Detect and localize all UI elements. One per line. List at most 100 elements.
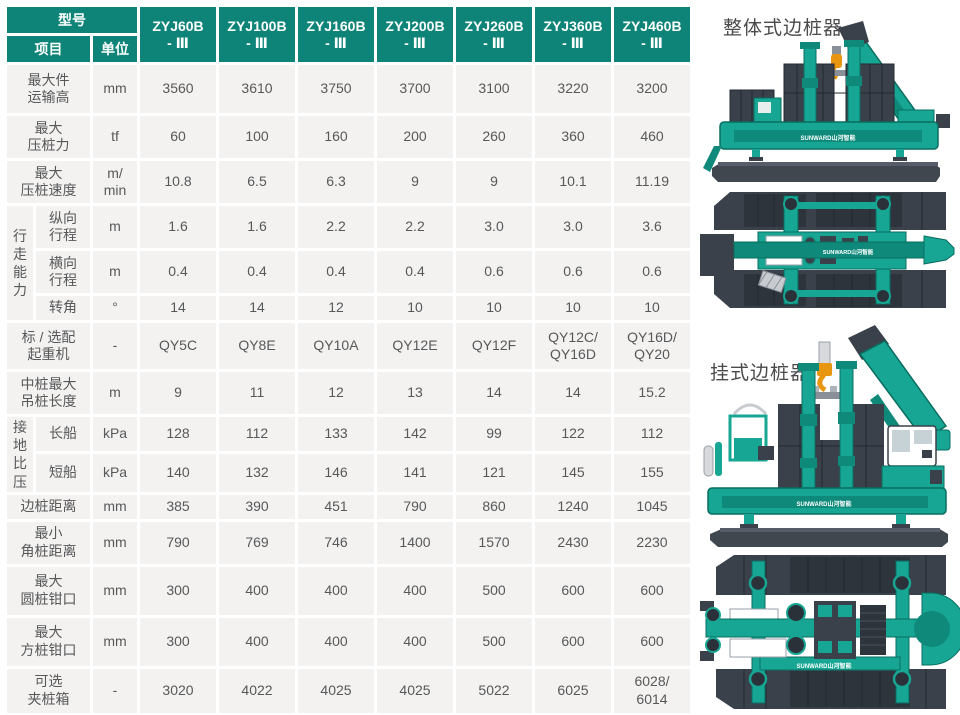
value-cell: 3200 — [614, 65, 690, 113]
value-cell: 360 — [535, 116, 611, 158]
row-label: 最小 角桩距离 — [7, 521, 90, 564]
value-cell: 300 — [140, 617, 216, 666]
value-cell: 746 — [298, 521, 374, 564]
row-label: 横向 行程 — [36, 251, 90, 293]
value-cell: 790 — [377, 494, 453, 519]
value-cell: QY16D/ QY20 — [614, 323, 690, 369]
value-cell: 500 — [456, 617, 532, 666]
value-cell: 10.1 — [535, 161, 611, 203]
value-cell: 13 — [377, 372, 453, 414]
value-cell: 6.3 — [298, 161, 374, 203]
brand-logo-text: SUNWARD山河智能 — [823, 248, 874, 256]
table-row: 标 / 选配 起重机 - QY5C QY8E QY10A QY12E QY12F QY12C/… — [7, 323, 690, 369]
row-label: 中桩最大 吊桩长度 — [7, 372, 90, 414]
value-cell: 112 — [614, 417, 690, 451]
value-cell: 600 — [535, 617, 611, 666]
value-cell: 3750 — [298, 65, 374, 113]
hatches — [729, 608, 787, 658]
row-label: 最大 方桩钳口 — [7, 617, 90, 666]
value-cell: 5022 — [456, 668, 532, 713]
unit-cell: m/ min — [93, 161, 137, 203]
value-cell: 0.4 — [377, 251, 453, 293]
value-cell: 1.6 — [219, 206, 295, 248]
row-label: 长船 — [36, 417, 90, 451]
row-label: 可选 夹桩箱 — [7, 668, 90, 713]
pontoon-top — [714, 192, 946, 230]
value-cell: 11.19 — [614, 161, 690, 203]
value-cell: 1.6 — [140, 206, 216, 248]
value-cell: 0.6 — [614, 251, 690, 293]
value-cell: 140 — [140, 453, 216, 492]
machine-chassis: SUNWARD山河智能 — [707, 487, 947, 515]
brand-logo-text: SUNWARD山河智能 — [797, 662, 852, 670]
value-cell: 132 — [219, 453, 295, 492]
value-cell: QY12E — [377, 323, 453, 369]
value-cell: 2.2 — [298, 206, 374, 248]
value-cell: 860 — [456, 494, 532, 519]
value-cell: QY8E — [219, 323, 295, 369]
header-row-item: 项目 单位 — [7, 36, 690, 62]
value-cell: 3100 — [456, 65, 532, 113]
support-jacks — [740, 514, 910, 529]
value-cell: 145 — [535, 453, 611, 492]
value-cell: 3020 — [140, 668, 216, 713]
value-cell: 14 — [219, 296, 295, 320]
model-header: ZYJ100B - Ⅲ — [219, 7, 295, 62]
unit-cell: - — [93, 668, 137, 713]
value-cell: 460 — [614, 116, 690, 158]
row-group-label: 行 走 能 力 — [7, 206, 33, 320]
value-cell: 121 — [456, 453, 532, 492]
value-cell: 10 — [614, 296, 690, 320]
model-header: ZYJ200B - Ⅲ — [377, 7, 453, 62]
value-cell: 600 — [535, 566, 611, 615]
table-row: 最大 圆桩钳口 mm 300 400 400 400 500 600 600 — [7, 566, 690, 615]
unit-cell: mm — [93, 494, 137, 519]
value-cell: 300 — [140, 566, 216, 615]
model-header: ZYJ60B - Ⅲ — [140, 7, 216, 62]
value-cell: 0.6 — [456, 251, 532, 293]
value-cell: 200 — [377, 116, 453, 158]
table-row: 边桩距离 mm 385 390 451 790 860 1240 1045 — [7, 494, 690, 519]
value-cell: 400 — [377, 566, 453, 615]
item-header: 项目 — [7, 36, 90, 62]
value-cell: 11 — [219, 372, 295, 414]
value-cell: 9 — [377, 161, 453, 203]
hanging-side-piler-label: 挂式边桩器 — [710, 363, 811, 384]
value-cell: 10 — [456, 296, 532, 320]
unit-header: 单位 — [93, 36, 137, 62]
illustration-integral-plan-view: SUNWARD山河智能 — [700, 192, 955, 308]
value-cell: 3700 — [377, 65, 453, 113]
table-row: 最大 压桩速度 m/ min 10.8 6.5 6.3 9 9 10.1 11.19 — [7, 161, 690, 203]
value-cell: 1400 — [377, 521, 453, 564]
illustration-hanging-side-view: SUNWARD山河智能 — [703, 325, 951, 547]
value-cell: 790 — [140, 521, 216, 564]
value-cell: 128 — [140, 417, 216, 451]
table-row: 可选 夹桩箱 -3020 4022 4025 4025 5022 6025 6028/ 601… — [7, 668, 690, 713]
value-cell: 133 — [298, 417, 374, 451]
value-cell: 2230 — [614, 521, 690, 564]
value-cell: 122 — [535, 417, 611, 451]
value-cell: 3610 — [219, 65, 295, 113]
table-row: 最大 压桩力 tf 60 100 160 200 260 360 460 — [7, 116, 690, 158]
base-mat — [712, 162, 940, 182]
unit-cell: mm — [93, 566, 137, 615]
model-corner-header: 型号 — [7, 7, 137, 33]
brand-logo-text: SUNWARD山河智能 — [797, 500, 852, 508]
value-cell: 2.2 — [377, 206, 453, 248]
table-row: 行 走 能 力纵向 行程 m 1.6 1.6 2.2 2.2 3.0 3.0 3.6 — [7, 206, 690, 320]
row-label: 纵向 行程 — [36, 206, 90, 248]
value-cell: 3.0 — [535, 206, 611, 248]
value-cell: 390 — [219, 494, 295, 519]
row-group-label: 接 地 比 压 — [7, 417, 33, 492]
model-header: ZYJ360B - Ⅲ — [535, 7, 611, 62]
value-cell: QY5C — [140, 323, 216, 369]
value-cell: 15.2 — [614, 372, 690, 414]
press-cylinders — [800, 40, 864, 127]
cab — [881, 425, 945, 489]
value-cell: 1570 — [456, 521, 532, 564]
unit-cell: kPa — [93, 417, 137, 451]
value-cell: 9 — [456, 161, 532, 203]
crane-counter — [936, 114, 950, 128]
value-cell: 12 — [298, 372, 374, 414]
